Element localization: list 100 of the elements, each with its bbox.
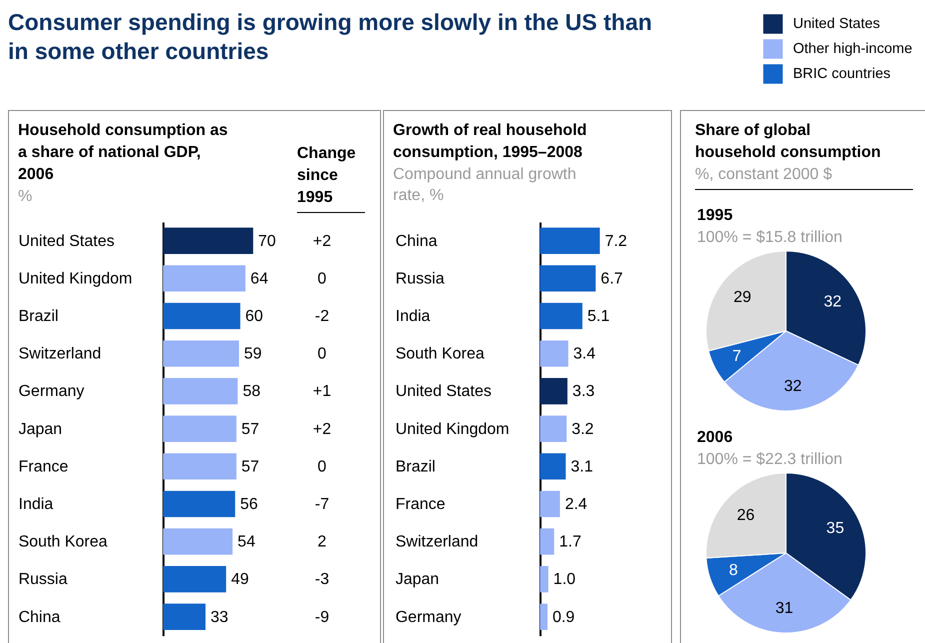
data-label: 54 bbox=[238, 534, 256, 551]
text: 0 bbox=[318, 346, 327, 363]
data-label: 32 bbox=[784, 378, 802, 395]
bar bbox=[163, 490, 236, 518]
y-tick-label: China bbox=[396, 232, 438, 250]
bar bbox=[540, 302, 582, 330]
bar bbox=[540, 228, 600, 254]
text: -3 bbox=[314, 571, 330, 588]
bar bbox=[163, 228, 254, 254]
bar bbox=[163, 528, 233, 555]
bar bbox=[540, 566, 548, 592]
y-tick-label: Switzerland bbox=[396, 534, 478, 551]
y-tick-label: Russia bbox=[396, 270, 444, 288]
chart-title: 2006 bbox=[697, 428, 734, 448]
data-label: 0.9 bbox=[552, 608, 575, 626]
bar bbox=[163, 378, 238, 404]
text: Consumer spending is growing more slowly in the US than in some other countries bbox=[8, 8, 654, 66]
text: +2 bbox=[312, 420, 332, 438]
y-tick-label: Japan bbox=[18, 420, 62, 438]
bar bbox=[163, 566, 226, 592]
data-label: 3.4 bbox=[573, 346, 596, 363]
y-tick-label: South Korea bbox=[396, 346, 484, 363]
data-label: 8 bbox=[729, 562, 738, 580]
bar bbox=[163, 453, 236, 480]
text: +2 bbox=[312, 232, 332, 250]
y-tick-label: Germany bbox=[18, 383, 84, 400]
text: 100% = $15.8 trillion bbox=[697, 228, 844, 248]
data-label: 29 bbox=[733, 289, 752, 306]
bar bbox=[163, 416, 236, 442]
bar bbox=[540, 416, 567, 442]
bar bbox=[540, 528, 554, 555]
y-tick-label: Brazil bbox=[18, 308, 58, 325]
bar bbox=[163, 265, 246, 292]
data-label: 59 bbox=[244, 346, 262, 363]
legend-label: Other high-income bbox=[793, 41, 912, 57]
data-label: 57 bbox=[241, 458, 260, 476]
data-label: 70 bbox=[258, 232, 276, 250]
text: -7 bbox=[314, 496, 330, 513]
y-tick-label: India bbox=[396, 308, 430, 325]
data-label: 56 bbox=[240, 496, 258, 513]
bar bbox=[540, 604, 548, 630]
data-label: 3.1 bbox=[570, 458, 594, 476]
y-tick-label: China bbox=[18, 608, 60, 626]
bar bbox=[540, 265, 596, 292]
data-label: 3.3 bbox=[572, 383, 595, 400]
data-label: 60 bbox=[245, 308, 264, 325]
data-label: 57 bbox=[241, 420, 260, 438]
text: % bbox=[18, 187, 34, 207]
data-label: 7.2 bbox=[604, 232, 628, 250]
bar bbox=[540, 378, 568, 404]
data-label: 3.2 bbox=[572, 420, 594, 438]
y-tick-label: France bbox=[18, 458, 68, 476]
y-tick-label: United States bbox=[18, 232, 114, 250]
data-label: 6.7 bbox=[600, 270, 624, 288]
bar bbox=[540, 340, 568, 367]
data-label: 1.7 bbox=[559, 534, 582, 551]
chart-subtitle: Compound annual growth rate, % bbox=[393, 165, 578, 206]
y-tick-label: Russia bbox=[18, 571, 68, 588]
chart-subtitle: 100% = $22.3 trillion bbox=[697, 450, 844, 470]
y-tick-label: United Kingdom bbox=[396, 420, 510, 438]
text: Share of global household consumption bbox=[695, 121, 882, 163]
data-label: 58 bbox=[242, 383, 261, 400]
bar bbox=[163, 302, 240, 330]
data-label: 5.1 bbox=[587, 308, 610, 325]
text: 1995 bbox=[697, 206, 734, 226]
y-tick-label: Germany bbox=[396, 608, 462, 626]
text: %, constant 2000 $ bbox=[695, 165, 833, 185]
y-tick-label: Switzerland bbox=[18, 346, 102, 363]
legend-label: BRIC countries bbox=[793, 66, 891, 82]
chart-title: Growth of real household consumption, 1995–2008 bbox=[393, 121, 588, 163]
y-tick-label: South Korea bbox=[18, 534, 108, 551]
text: 0 bbox=[318, 458, 327, 476]
y-tick-label: India bbox=[18, 496, 54, 513]
text: -2 bbox=[314, 308, 330, 325]
y-tick-label: United Kingdom bbox=[18, 270, 132, 288]
data-label: 2.4 bbox=[564, 496, 588, 513]
bar bbox=[540, 490, 560, 518]
text: 0 bbox=[318, 270, 327, 288]
text: 2 bbox=[318, 534, 327, 551]
y-tick-label: France bbox=[396, 496, 446, 513]
text: +1 bbox=[312, 383, 332, 400]
data-label: 49 bbox=[231, 571, 250, 588]
text: -9 bbox=[314, 608, 330, 626]
bar bbox=[540, 453, 566, 480]
legend-label: United States bbox=[793, 16, 880, 32]
data-label: 33 bbox=[210, 608, 228, 626]
y-tick-label: United States bbox=[396, 383, 492, 400]
data-label: 31 bbox=[775, 600, 794, 618]
y-tick-label: Brazil bbox=[396, 458, 436, 476]
data-label: 1.0 bbox=[553, 571, 576, 588]
chart-title: Household consumption as a share of national GDP, 2006 bbox=[18, 121, 228, 185]
y-tick-label: Japan bbox=[396, 571, 440, 588]
data-label: 64 bbox=[250, 270, 268, 288]
text: Change since 1995 bbox=[297, 143, 365, 213]
data-label: 35 bbox=[826, 520, 844, 537]
bar bbox=[163, 340, 239, 367]
bar bbox=[163, 604, 206, 630]
data-label: 32 bbox=[824, 293, 842, 310]
data-label: 7 bbox=[732, 348, 742, 366]
data-label: 26 bbox=[736, 507, 755, 524]
